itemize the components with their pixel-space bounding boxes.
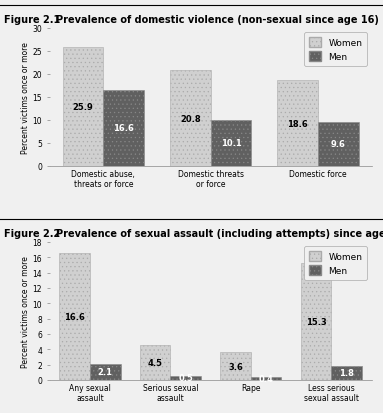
Y-axis label: Percent victims once or more: Percent victims once or more <box>21 42 29 154</box>
Text: Figure 2.1: Figure 2.1 <box>4 15 60 25</box>
Bar <box>318 123 358 166</box>
Text: Figure 2.2: Figure 2.2 <box>4 228 60 238</box>
Legend: Women, Men: Women, Men <box>304 33 367 67</box>
Text: 18.6: 18.6 <box>287 119 308 128</box>
Bar <box>211 120 251 166</box>
Bar <box>140 346 170 380</box>
Bar <box>103 90 144 166</box>
Bar <box>170 71 211 166</box>
Bar <box>220 352 251 380</box>
Text: 0.4: 0.4 <box>259 374 273 383</box>
Bar <box>59 253 90 380</box>
Bar <box>277 81 318 166</box>
Bar <box>331 366 362 380</box>
Text: 15.3: 15.3 <box>306 317 326 326</box>
Bar <box>170 376 201 380</box>
Text: 9.6: 9.6 <box>331 140 346 149</box>
Text: Prevalence of sexual assault (including attempts) since age 16: Prevalence of sexual assault (including … <box>56 228 383 238</box>
Text: 1.8: 1.8 <box>339 368 354 377</box>
Bar <box>90 364 121 380</box>
Bar <box>301 263 331 380</box>
Text: 25.9: 25.9 <box>73 103 93 112</box>
Text: 2.1: 2.1 <box>98 368 113 376</box>
Text: 16.6: 16.6 <box>113 124 134 133</box>
Text: 4.5: 4.5 <box>148 358 163 367</box>
Text: 0.5: 0.5 <box>178 374 193 382</box>
Text: 20.8: 20.8 <box>180 114 201 123</box>
Y-axis label: Percent victims once or more: Percent victims once or more <box>21 255 30 367</box>
Text: Prevalence of domestic violence (non-sexual since age 16): Prevalence of domestic violence (non-sex… <box>56 15 378 25</box>
Text: 3.6: 3.6 <box>228 362 243 371</box>
Bar <box>251 377 282 380</box>
Legend: Women, Men: Women, Men <box>304 247 367 280</box>
Text: 10.1: 10.1 <box>221 139 241 148</box>
Text: 16.6: 16.6 <box>64 312 85 321</box>
Bar <box>63 48 103 166</box>
